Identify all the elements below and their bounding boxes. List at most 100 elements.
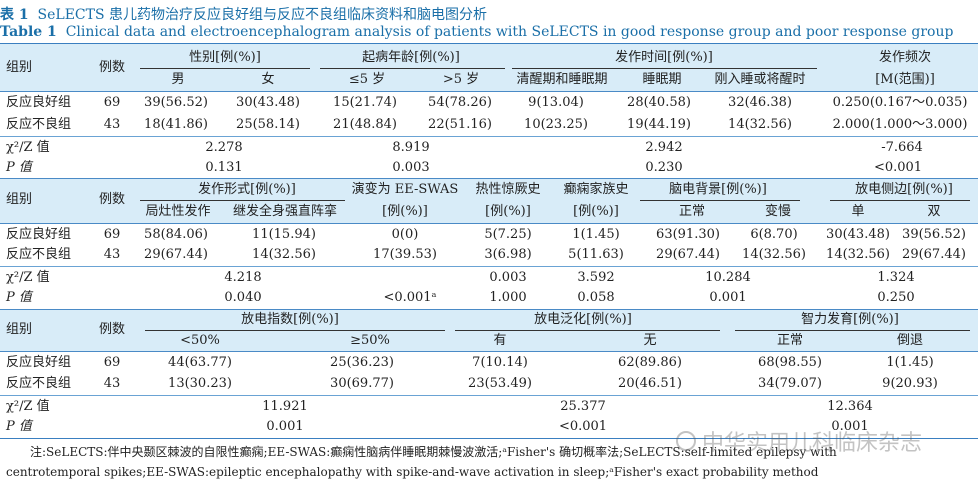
s2-p-cell: 0.058 (577, 290, 615, 305)
s2-chi-cell: 4.218 (224, 270, 262, 285)
s1-male-header: 男 (171, 72, 185, 87)
s1-time-c-header: 刚入睡或将醒时 (714, 72, 806, 87)
s3-chi-cell: 25.377 (560, 399, 606, 414)
s3-chi-cell: 11.921 (262, 399, 308, 414)
s1-p-cell: 0.230 (645, 160, 683, 175)
s1-gender-underline (140, 68, 310, 69)
s3-good-cell: 1(1.45) (886, 355, 934, 370)
s2-good-cell: 39(56.52) (902, 227, 966, 242)
s3-top-rule (0, 309, 978, 310)
s2-poor-cell: 29(67.44) (144, 247, 208, 262)
s3-poor-cell: 30(69.77) (330, 376, 394, 391)
s3-good-cell: 25(36.23) (330, 355, 394, 370)
s2-poor-count: 43 (103, 247, 121, 262)
s1-good-cell: 0.250(0.167～0.035) (832, 95, 968, 110)
s2-good-cell: 5(7.25) (484, 227, 532, 242)
s1-poor-cell: 2.000(1.000～3.000) (832, 117, 968, 132)
s1-chi-cell: 2.942 (645, 140, 683, 155)
s3-good-cell: 68(98.55) (758, 355, 822, 370)
s1-freq-header: 发作频次 (878, 50, 932, 65)
s3-index-underline (145, 330, 445, 331)
s2-ewas-sub-header: [例(%)] (382, 204, 428, 219)
s2-ewas-header: 演变为 EE-SWAS (351, 182, 459, 197)
s2-chi-cell: 1.324 (877, 270, 915, 285)
s2-poor-cell: 14(32.56) (252, 247, 316, 262)
s1-chi-cell: 2.278 (205, 140, 243, 155)
s2-family-header: 癫痫家族史 (563, 182, 629, 197)
s3-poor-cell: 34(79.07) (758, 376, 822, 391)
s1-time-header: 发作时间[例(%)] (615, 50, 713, 65)
s1-good-cell: 15(21.74) (333, 95, 397, 110)
s3-header-rule (0, 351, 978, 352)
s1-poor-count: 43 (103, 117, 121, 132)
s1-good-cell: 28(40.58) (627, 95, 691, 110)
s3-iq-a-header: 正常 (776, 333, 804, 348)
s1-header-rule (0, 91, 978, 92)
s1-chi-cell: 8.919 (392, 140, 430, 155)
s3-iq-header: 智力发育[例(%)] (801, 312, 899, 327)
s2-chi-cell: 0.003 (489, 270, 527, 285)
s3-good-cell: 62(89.86) (618, 355, 682, 370)
s2-p-cell: 1.000 (489, 290, 527, 305)
s3-poor-count: 43 (103, 376, 121, 391)
table-note-cn: 注:SeLECTS:伴中央颞区棘波的自限性癫痫;EE-SWAS:癫痫性脑病伴睡眠… (30, 445, 837, 459)
s1-poor-cell: 21(48.84) (333, 117, 397, 132)
s3-index-a-header: <50% (180, 333, 220, 348)
s1-age-header: 起病年龄[例(%)] (362, 50, 460, 65)
s2-side-header: 放电侧边[例(%)] (855, 182, 953, 197)
s1-chi-label: χ²/Z 值 (6, 140, 50, 155)
table-title-en: Table 1 Clinical data and electroencepha… (0, 24, 954, 40)
s2-family-sub-header: [例(%)] (573, 204, 619, 219)
s3-p-cell: <0.001 (558, 419, 608, 434)
s2-good-cell: 1(1.45) (572, 227, 620, 242)
s1-age-gt5-header: >5 岁 (442, 72, 480, 87)
s3-good-cell: 7(10.14) (472, 355, 528, 370)
s2-good-count: 69 (103, 227, 121, 242)
s2-poor-label: 反应不良组 (6, 247, 72, 262)
s1-poor-cell: 25(58.14) (236, 117, 300, 132)
s3-p-label: P 值 (6, 419, 32, 434)
s2-poor-cell: 29(67.44) (902, 247, 966, 262)
s1-good-count: 69 (103, 95, 121, 110)
s2-p-cell: 0.040 (224, 290, 262, 305)
s3-stat-rule (0, 395, 978, 396)
s3-good-count: 69 (103, 355, 121, 370)
s3-chi-label: χ²/Z 值 (6, 399, 50, 414)
s1-poor-cell: 10(23.25) (524, 117, 588, 132)
s2-chi-label: χ²/Z 值 (6, 270, 50, 285)
s1-poor-cell: 14(32.56) (728, 117, 792, 132)
s1-female-header: 女 (261, 72, 275, 87)
s3-p-cell: 0.001 (831, 419, 869, 434)
s1-gender-header: 性别[例(%)] (189, 50, 261, 65)
s3-chi-cell: 12.364 (827, 399, 873, 414)
s2-p-cell: <0.001ᵃ (383, 290, 437, 305)
s1-poor-cell: 18(41.86) (144, 117, 208, 132)
s2-good-cell: 63(91.30) (656, 227, 720, 242)
s2-chi-cell: 3.592 (577, 270, 615, 285)
s2-bg-b-header: 变慢 (764, 204, 792, 219)
s3-p-cell: 0.001 (266, 419, 304, 434)
s3-spread-header: 放电泛化[例(%)] (534, 312, 632, 327)
s3-poor-cell: 20(46.51) (618, 376, 682, 391)
s2-p-cell: 0.250 (877, 290, 915, 305)
s2-good-cell: 58(84.06) (144, 227, 208, 242)
s2-count-header: 例数 (98, 192, 126, 207)
s2-side-underline (830, 200, 970, 201)
s1-good-cell: 9(13.04) (528, 95, 584, 110)
s2-poor-cell: 17(39.53) (373, 247, 437, 262)
s2-poor-cell: 29(67.44) (656, 247, 720, 262)
s2-form-header: 发作形式[例(%)] (198, 182, 296, 197)
s2-form-a-header: 局灶性发作 (145, 204, 211, 219)
s2-form-b-header: 继发全身强直阵挛 (232, 204, 338, 219)
s3-iq-underline (735, 330, 970, 331)
s2-form-underline (140, 200, 345, 201)
s2-febrile-sub-header: [例(%)] (485, 204, 531, 219)
s2-good-cell: 11(15.94) (252, 227, 316, 242)
s1-stat-rule (0, 136, 978, 137)
s3-poor-cell: 9(20.93) (882, 376, 938, 391)
s3-good-cell: 44(63.77) (168, 355, 232, 370)
s2-top-rule (0, 178, 978, 179)
s2-bg-a-header: 正常 (678, 204, 706, 219)
s2-side-b-header: 双 (927, 204, 941, 219)
s2-poor-cell: 5(11.63) (568, 247, 624, 262)
